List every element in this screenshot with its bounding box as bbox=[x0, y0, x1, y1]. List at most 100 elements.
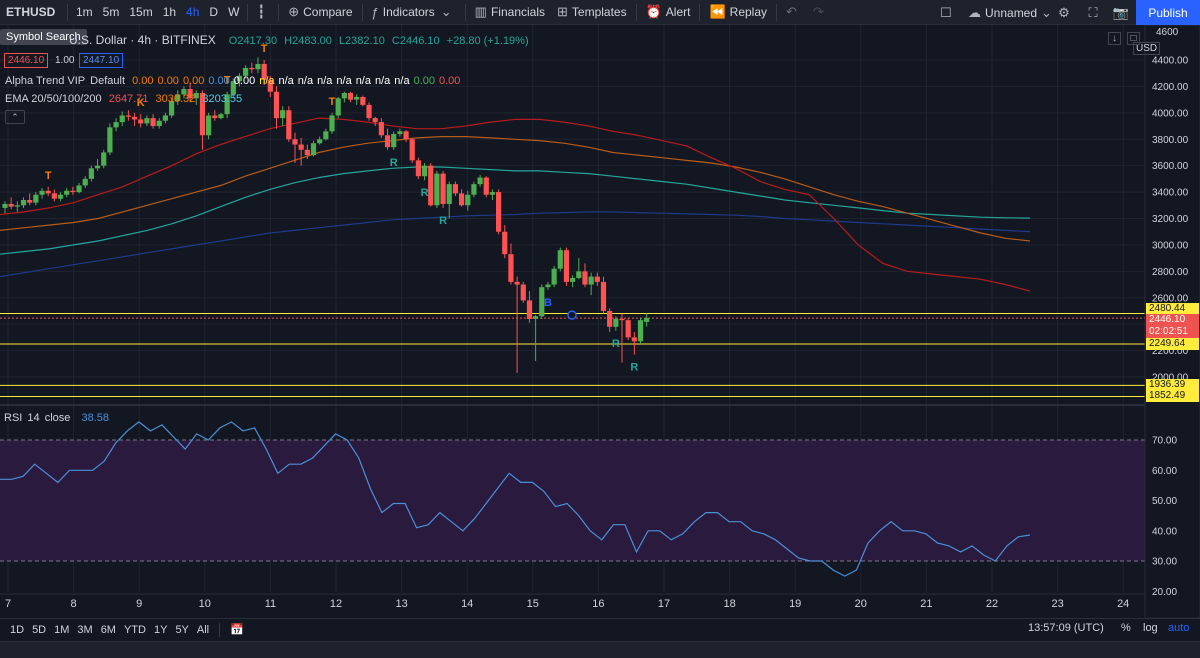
go-to-date-button[interactable]: 📅 bbox=[226, 623, 248, 636]
ema50-line bbox=[0, 136, 1031, 242]
toolbar-divider bbox=[247, 3, 249, 21]
time-tick-label: 20 bbox=[855, 598, 867, 610]
indicators-button[interactable]: ƒ Indicators ⌄ bbox=[366, 0, 462, 25]
candle-body bbox=[304, 149, 310, 156]
candle-body bbox=[613, 318, 619, 327]
percent-toggle[interactable]: % bbox=[1121, 622, 1131, 634]
candle-body bbox=[625, 320, 631, 338]
time-tick-label: 10 bbox=[199, 598, 211, 610]
plus-circle-icon: ⊕ bbox=[288, 4, 300, 19]
candle-body bbox=[33, 194, 39, 203]
redo-button[interactable]: ↷ bbox=[807, 0, 834, 25]
range-6m[interactable]: 6M bbox=[100, 623, 116, 636]
symbol-title: U.S. Dollar · 4h · BITFINEX bbox=[69, 33, 216, 47]
toolbar-divider bbox=[776, 3, 778, 21]
range-1d[interactable]: 1D bbox=[10, 623, 25, 636]
alert-button[interactable]: ⏰ Alert bbox=[640, 0, 697, 25]
sell-price-button[interactable]: 2446.10 bbox=[4, 53, 49, 68]
signal-r: R bbox=[421, 187, 429, 199]
candle-body bbox=[2, 203, 8, 208]
range-all[interactable]: All bbox=[196, 623, 210, 636]
candle-body bbox=[341, 93, 347, 99]
candle-body bbox=[347, 93, 354, 100]
range-1m[interactable]: 1M bbox=[54, 623, 70, 636]
interval-1m[interactable]: 1m bbox=[76, 5, 93, 19]
clock[interactable]: 13:57:09 (UTC) bbox=[1028, 622, 1104, 634]
settings-button[interactable]: ⚙ bbox=[1053, 0, 1075, 25]
scroll-down-button[interactable]: ↓ bbox=[1108, 32, 1121, 45]
undo-button[interactable]: ↶ bbox=[780, 0, 807, 25]
time-tick-label: 7 bbox=[5, 598, 11, 610]
price-tick-label: 3400.00 bbox=[1152, 188, 1189, 199]
rsi-source: close bbox=[44, 412, 71, 424]
candle-body bbox=[45, 190, 51, 194]
currency-label[interactable]: USD bbox=[1133, 42, 1161, 55]
buy-price-button[interactable]: 2447.10 bbox=[79, 53, 124, 68]
snapshot-button[interactable]: 📷 bbox=[1110, 0, 1132, 25]
candle-body bbox=[514, 281, 520, 285]
range-3m[interactable]: 3M bbox=[77, 623, 93, 636]
alpha-trend-value: n/a bbox=[374, 75, 391, 87]
range-5d[interactable]: 5D bbox=[32, 623, 47, 636]
candle-body bbox=[551, 268, 557, 285]
candle-body bbox=[489, 192, 496, 195]
alpha-trend-name: Alpha Trend VIP bbox=[5, 75, 86, 87]
alpha-trend-values: 0.00 0.00 0.00 0.00 0.00 n/a n/a n/a n/a n/a n/a n/… bbox=[132, 75, 464, 87]
layout-name-button[interactable]: ☁ Unnamed ⌄ bbox=[962, 0, 1062, 25]
interval-5m[interactable]: 5m bbox=[102, 5, 120, 19]
publish-button[interactable]: Publish bbox=[1136, 0, 1200, 25]
candle-body bbox=[243, 67, 249, 76]
alpha-trend-value: n/a bbox=[278, 75, 294, 87]
ema-legend[interactable]: EMA 20/50/100/200 2647.71 3030.32 3203.5… bbox=[5, 93, 246, 105]
interval-4h[interactable]: 4h bbox=[186, 5, 200, 19]
interval-1h[interactable]: 1h bbox=[162, 5, 177, 19]
bottom-toolbar: 1D 5D 1M 3M 6M YTD 1Y 5Y All 📅 13:57:09 … bbox=[0, 618, 1200, 640]
candle-body bbox=[354, 96, 360, 100]
candle-body bbox=[88, 168, 94, 179]
compare-button[interactable]: ⊕ Compare bbox=[282, 0, 358, 25]
fullscreen-button[interactable]: ⛶ bbox=[1082, 0, 1104, 25]
price-tick-label: 3800.00 bbox=[1152, 135, 1189, 146]
redo-icon: ↷ bbox=[812, 4, 824, 19]
candle-body bbox=[261, 63, 267, 80]
templates-button[interactable]: ⊞ Templates bbox=[551, 0, 633, 25]
line-drag-handle[interactable] bbox=[567, 310, 577, 320]
candle-body bbox=[637, 320, 644, 342]
replay-button[interactable]: ⏪ Replay bbox=[703, 0, 773, 25]
range-1y[interactable]: 1Y bbox=[153, 623, 168, 636]
interval-w[interactable]: W bbox=[228, 5, 240, 19]
range-5y[interactable]: 5Y bbox=[175, 623, 189, 636]
symbol-input[interactable]: ETHUSD bbox=[6, 5, 56, 19]
candle-body bbox=[113, 122, 119, 128]
candle-body bbox=[193, 93, 199, 99]
rsi-legend[interactable]: RSI 14 close 38.58 bbox=[4, 412, 113, 424]
fullscreen-select-button[interactable]: ☐ bbox=[935, 0, 957, 25]
auto-toggle[interactable]: auto bbox=[1168, 622, 1190, 634]
chart-type-button[interactable]: ┇ bbox=[251, 0, 275, 25]
interval-d[interactable]: D bbox=[209, 5, 219, 19]
candle-body bbox=[280, 110, 286, 119]
log-toggle[interactable]: log bbox=[1143, 622, 1158, 634]
candle-body bbox=[70, 190, 76, 193]
financials-label: Financials bbox=[490, 5, 545, 19]
alpha-trend-legend[interactable]: Alpha Trend VIP Default 0.00 0.00 0.00 0.00… bbox=[5, 75, 468, 87]
candle-body bbox=[366, 104, 372, 119]
signal-t: T bbox=[45, 170, 52, 182]
pane-separator bbox=[0, 404, 1200, 595]
interval-15m[interactable]: 15m bbox=[129, 5, 153, 19]
candle-body bbox=[298, 144, 304, 150]
rsi-band bbox=[0, 440, 1145, 561]
candle-body bbox=[594, 276, 600, 282]
price-tick-label: 4200.00 bbox=[1152, 82, 1189, 93]
compare-label: Compare bbox=[303, 5, 353, 19]
maximize-pane-button[interactable]: □ bbox=[1127, 32, 1140, 45]
candle-body bbox=[292, 139, 298, 145]
fullscreen-icon: ⛶ bbox=[1088, 4, 1098, 20]
collapse-legend-button[interactable]: ⌃ bbox=[5, 110, 25, 124]
financials-button[interactable]: ▥ Financials bbox=[469, 0, 551, 25]
ema100-line bbox=[0, 166, 1031, 255]
undo-icon: ↶ bbox=[786, 4, 797, 19]
range-ytd[interactable]: YTD bbox=[123, 623, 146, 636]
countdown-tag: 02:02:51 bbox=[1146, 326, 1199, 339]
